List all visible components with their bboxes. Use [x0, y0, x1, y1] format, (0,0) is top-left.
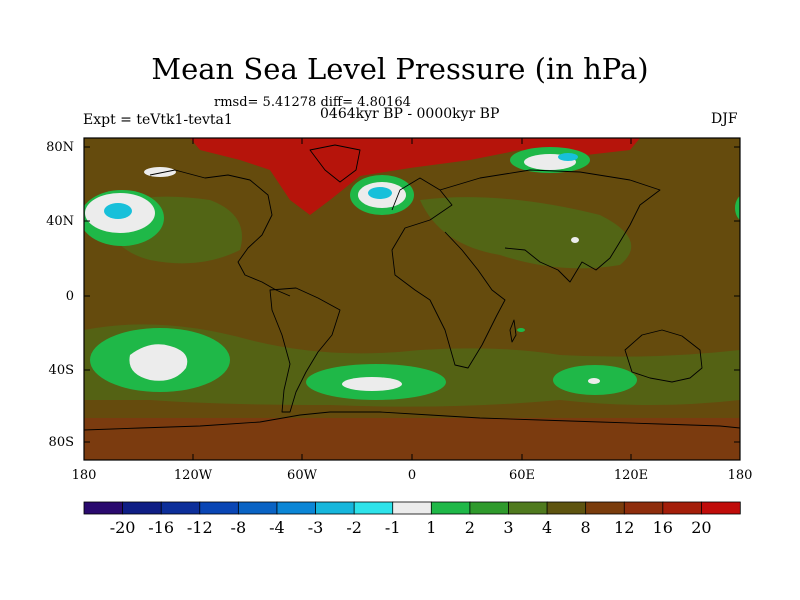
- colorbar: [83, 501, 741, 515]
- map-title: Mean Sea Level Pressure (in hPa): [151, 52, 649, 86]
- north-pacific-negative: [104, 203, 132, 219]
- barents-negative: [558, 153, 578, 161]
- lon-tick-label: 180: [71, 468, 97, 483]
- colorbar-swatch: [430, 501, 471, 515]
- colorbar-swatch: [276, 501, 317, 515]
- greenland-coast: [309, 144, 361, 183]
- colorbar-label: -20: [109, 518, 136, 537]
- colorbar-label: -8: [230, 518, 247, 537]
- lon-tick-label: 120W: [173, 468, 213, 483]
- colorbar-label: -12: [186, 518, 213, 537]
- colorbar-label: -4: [269, 518, 285, 537]
- lon-tick-label: 120E: [613, 468, 649, 483]
- eurasia-coast: [439, 169, 661, 283]
- pressure-field: [84, 138, 740, 460]
- time-period-label: 0464kyr BP - 0000kyr BP: [320, 106, 500, 122]
- colorbar-label: 16: [652, 518, 673, 537]
- experiment-label: Expt = teVtk1-tevta1: [83, 112, 233, 128]
- colorbar-label: 4: [541, 518, 553, 537]
- coastlines: [84, 144, 740, 431]
- lon-tick-label: 180: [727, 468, 753, 483]
- colorbar-swatch: [701, 501, 741, 515]
- colorbar-swatch: [546, 501, 587, 515]
- madagascar-low: [517, 328, 525, 332]
- colorbar-swatch: [353, 501, 394, 515]
- south-pacific-low-core: [129, 344, 188, 381]
- colorbar-swatch: [237, 501, 278, 515]
- colorbar-label: 3: [503, 518, 514, 537]
- lat-tick-label: 80S: [48, 435, 74, 450]
- colorbar-swatch: [122, 501, 162, 515]
- colorbar-swatch: [199, 501, 240, 515]
- lat-tick-label: 40S: [48, 363, 74, 378]
- colorbar-label: -1: [384, 518, 401, 537]
- europe-africa-coast: [391, 177, 506, 369]
- colorbar-swatch: [160, 501, 201, 515]
- colorbar-label: -16: [148, 518, 175, 537]
- north-america-coast: [149, 169, 291, 297]
- colorbar-swatch: [662, 501, 703, 515]
- lon-tick-label: 0: [407, 468, 417, 483]
- colorbar-swatch: [585, 501, 625, 515]
- rmsd-diff-stats: rmsd= 5.41278 diff= 4.80164: [214, 95, 411, 110]
- east-edge-slight: [735, 195, 740, 221]
- south-america-coast: [269, 287, 341, 413]
- iceland-negative: [368, 187, 392, 199]
- colorbar-swatch: [469, 501, 510, 515]
- alaska-low: [144, 167, 176, 177]
- field-background: [84, 138, 740, 460]
- lon-tick-label: 60W: [287, 468, 317, 483]
- southern-ocean-band: [84, 418, 740, 460]
- colorbar-label: -3: [307, 518, 324, 537]
- colorbar-swatch: [83, 501, 124, 515]
- asia-slight-anomaly: [420, 197, 632, 269]
- antarctica-coast: [84, 411, 740, 431]
- lat-tick-label: 40N: [46, 214, 74, 229]
- axis-ticks: [84, 138, 740, 460]
- colorbar-swatch: [315, 501, 355, 515]
- colorbar-swatch: [508, 501, 548, 515]
- lon-tick-label: 60E: [508, 468, 536, 483]
- colorbar-label: -2: [346, 518, 362, 537]
- colorbar-label: 2: [464, 518, 475, 537]
- tibet-low: [571, 237, 579, 243]
- arctic-high-anomaly: [190, 138, 640, 215]
- colorbar-swatch: [623, 501, 664, 515]
- south-indian-low-core: [588, 378, 600, 384]
- lat-tick-label: 0: [65, 289, 74, 304]
- colorbar-label: 20: [691, 518, 712, 537]
- south-atlantic-low-core: [342, 377, 402, 391]
- australia-coast: [624, 329, 703, 383]
- colorbar-swatch: [392, 501, 432, 515]
- season-label: DJF: [711, 111, 738, 127]
- colorbar-label: 1: [426, 518, 437, 537]
- lat-tick-label: 80N: [46, 140, 74, 155]
- colorbar-label: 8: [580, 518, 591, 537]
- colorbar-label: 12: [614, 518, 635, 537]
- madagascar-coast: [509, 319, 517, 343]
